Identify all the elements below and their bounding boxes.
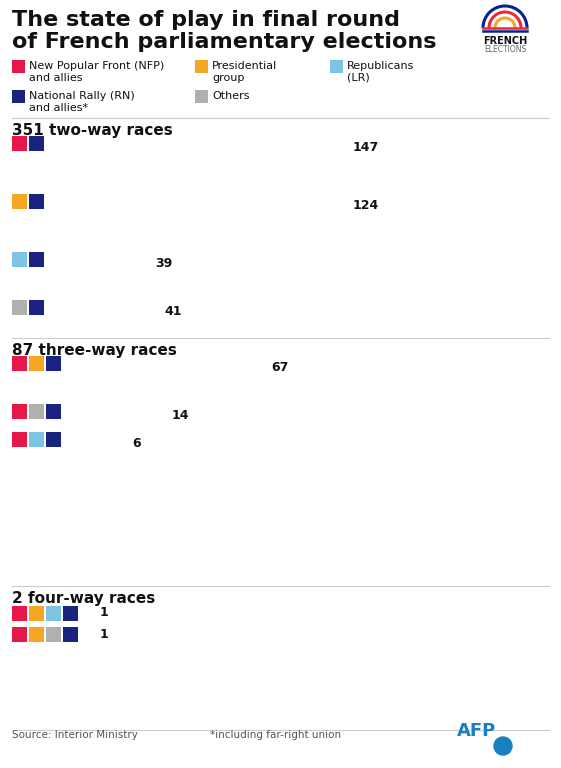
FancyBboxPatch shape — [12, 605, 27, 621]
Text: 41: 41 — [165, 305, 182, 318]
FancyBboxPatch shape — [12, 356, 27, 370]
Text: 147: 147 — [353, 141, 379, 154]
Text: FRENCH: FRENCH — [483, 36, 527, 46]
FancyBboxPatch shape — [12, 251, 27, 266]
Text: 14: 14 — [172, 409, 190, 422]
Text: Others: Others — [212, 91, 250, 101]
FancyBboxPatch shape — [29, 404, 44, 419]
FancyBboxPatch shape — [46, 432, 61, 447]
Text: 351 two-way races: 351 two-way races — [12, 123, 173, 138]
FancyBboxPatch shape — [29, 251, 44, 266]
Text: Presidential: Presidential — [212, 61, 277, 71]
Text: The state of play in final round: The state of play in final round — [12, 10, 400, 30]
Text: (LR): (LR) — [347, 73, 370, 83]
Text: 87 three-way races: 87 three-way races — [12, 343, 177, 358]
FancyBboxPatch shape — [29, 135, 44, 151]
Text: 67: 67 — [271, 361, 288, 374]
Text: 124: 124 — [353, 199, 379, 212]
FancyBboxPatch shape — [12, 404, 27, 419]
Text: Republicans: Republicans — [347, 61, 415, 71]
FancyBboxPatch shape — [29, 432, 44, 447]
Text: and allies: and allies — [29, 73, 82, 83]
FancyBboxPatch shape — [29, 605, 44, 621]
Text: Source: Interior Ministry: Source: Interior Ministry — [12, 730, 138, 740]
FancyBboxPatch shape — [12, 90, 25, 103]
FancyBboxPatch shape — [195, 90, 208, 103]
FancyBboxPatch shape — [12, 432, 27, 447]
FancyBboxPatch shape — [46, 404, 61, 419]
FancyBboxPatch shape — [12, 194, 27, 208]
FancyBboxPatch shape — [46, 605, 61, 621]
FancyBboxPatch shape — [29, 627, 44, 641]
FancyBboxPatch shape — [63, 605, 78, 621]
Text: *including far-right union: *including far-right union — [210, 730, 341, 740]
Text: 39: 39 — [155, 257, 172, 270]
FancyBboxPatch shape — [195, 60, 208, 73]
Text: of French parliamentary elections: of French parliamentary elections — [12, 32, 436, 52]
Text: 2 four-way races: 2 four-way races — [12, 591, 155, 606]
FancyBboxPatch shape — [46, 356, 61, 370]
Text: National Rally (RN): National Rally (RN) — [29, 91, 135, 101]
Text: New Popular Front (NFP): New Popular Front (NFP) — [29, 61, 164, 71]
Text: AFP: AFP — [457, 722, 496, 740]
FancyBboxPatch shape — [46, 627, 61, 641]
Text: 1: 1 — [100, 607, 109, 620]
Text: 6: 6 — [132, 437, 141, 450]
FancyBboxPatch shape — [12, 135, 27, 151]
FancyBboxPatch shape — [12, 300, 27, 315]
Text: 1: 1 — [100, 627, 109, 641]
Text: group: group — [212, 73, 245, 83]
FancyBboxPatch shape — [29, 194, 44, 208]
FancyBboxPatch shape — [29, 300, 44, 315]
Circle shape — [494, 737, 512, 755]
Text: and allies*: and allies* — [29, 103, 88, 113]
Text: ELECTIONS: ELECTIONS — [484, 45, 526, 54]
FancyBboxPatch shape — [330, 60, 343, 73]
FancyBboxPatch shape — [12, 60, 25, 73]
FancyBboxPatch shape — [63, 627, 78, 641]
FancyBboxPatch shape — [29, 356, 44, 370]
FancyBboxPatch shape — [12, 627, 27, 641]
